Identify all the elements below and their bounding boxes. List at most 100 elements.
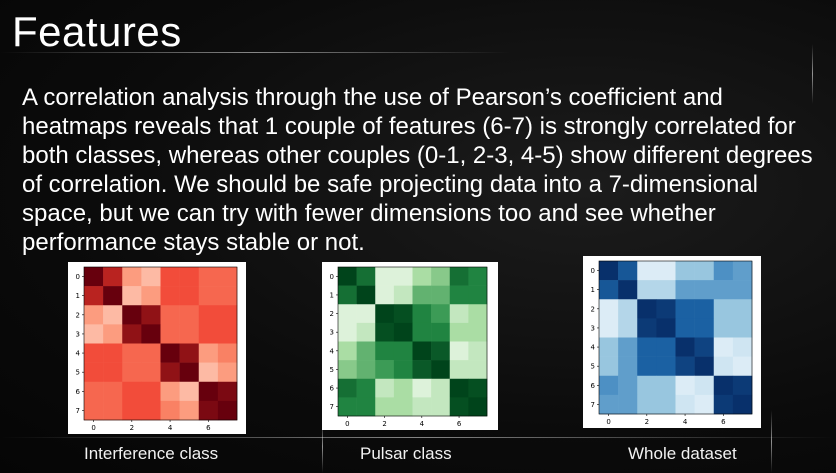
heatmap-cell bbox=[84, 286, 104, 306]
heatmap-cell bbox=[431, 378, 451, 398]
heatmap-cell bbox=[217, 362, 238, 383]
heatmap-cell bbox=[599, 280, 619, 300]
heatmap-cell bbox=[637, 280, 657, 300]
caption-baseline bbox=[0, 437, 836, 438]
heatmap-cell bbox=[449, 285, 469, 305]
heatmap-cell bbox=[84, 305, 104, 325]
heatmap-cell bbox=[356, 304, 376, 324]
heatmap-cell bbox=[412, 378, 432, 398]
y-tick-label: 7 bbox=[591, 401, 595, 409]
heatmap-cell bbox=[84, 362, 104, 383]
heatmap-cell bbox=[198, 305, 219, 325]
heatmap-cell bbox=[694, 375, 715, 396]
heatmap-cell bbox=[637, 299, 657, 319]
heatmap-cell bbox=[618, 394, 638, 415]
heatmap-cell bbox=[393, 267, 413, 286]
y-tick-label: 6 bbox=[330, 385, 335, 393]
heatmap-cell bbox=[732, 261, 753, 281]
heatmap-cell bbox=[375, 304, 395, 324]
heatmap-cell bbox=[103, 400, 123, 421]
heatmap-cell bbox=[618, 318, 638, 338]
heatmap-cell bbox=[713, 318, 734, 338]
heatmap-cell bbox=[412, 360, 432, 380]
heatmap-cell bbox=[431, 267, 451, 286]
heatmap-cell bbox=[675, 280, 695, 300]
heatmap-cell bbox=[713, 375, 734, 396]
heatmap-cell bbox=[84, 343, 104, 363]
x-tick-label: 4 bbox=[420, 420, 425, 428]
heatmap-cell bbox=[84, 324, 104, 344]
y-tick-label: 4 bbox=[330, 347, 335, 355]
heatmap-cell bbox=[431, 285, 451, 305]
heatmap-cell bbox=[637, 375, 657, 396]
heatmap-cell bbox=[160, 305, 180, 325]
heatmap-cell bbox=[198, 400, 219, 421]
heatmap-cell bbox=[694, 337, 715, 357]
heatmap-cell bbox=[732, 299, 753, 319]
heatmap-cell bbox=[393, 322, 413, 342]
heatmap-cell bbox=[375, 285, 395, 305]
heatmap-cell bbox=[393, 304, 413, 324]
heatmap-cell bbox=[694, 261, 715, 281]
heatmap-cell bbox=[122, 324, 142, 344]
heatmap-cell bbox=[393, 397, 413, 417]
heatmap-cell bbox=[449, 304, 469, 324]
heatmap-cell bbox=[694, 280, 715, 300]
heatmap-cell bbox=[122, 400, 142, 421]
heatmap-cell bbox=[338, 322, 357, 342]
heatmap-cell bbox=[449, 378, 469, 398]
y-tick-label: 7 bbox=[330, 403, 334, 411]
heatmap-cell bbox=[356, 322, 376, 342]
decorative-vline-right bbox=[771, 410, 772, 473]
heatmap-cell bbox=[449, 267, 469, 286]
heatmap-cell bbox=[431, 322, 451, 342]
heatmap-cell bbox=[356, 378, 376, 398]
heatmap-cell bbox=[599, 375, 619, 396]
heatmap-cell bbox=[141, 400, 161, 421]
heatmap-cell bbox=[412, 341, 432, 361]
heatmap-cell bbox=[675, 261, 695, 281]
heatmap-cell bbox=[338, 341, 357, 361]
heatmap-cell bbox=[338, 285, 357, 305]
heatmap-cell bbox=[103, 286, 123, 306]
heatmap-cell bbox=[618, 356, 638, 377]
heatmap-cell bbox=[468, 285, 488, 305]
heatmap-cell bbox=[468, 304, 488, 324]
heatmap-cell bbox=[431, 360, 451, 380]
heatmap-cell bbox=[468, 378, 488, 398]
heatmap-frame bbox=[337, 266, 488, 417]
heatmap-cell bbox=[618, 280, 638, 300]
y-tick-label: 0 bbox=[76, 273, 80, 281]
heatmap-cell bbox=[356, 267, 376, 286]
heatmap-cell bbox=[468, 397, 488, 417]
heatmap-cell bbox=[141, 324, 161, 344]
heatmap-cell bbox=[393, 341, 413, 361]
heatmap-cell bbox=[637, 318, 657, 338]
title-underline bbox=[0, 52, 510, 53]
heatmap-cell bbox=[656, 394, 676, 415]
heatmap-cell bbox=[141, 381, 161, 402]
heatmap-cell bbox=[160, 400, 180, 421]
heatmap-cell bbox=[468, 322, 488, 342]
heatmap-cell bbox=[713, 356, 734, 377]
heatmap-cell bbox=[637, 261, 657, 281]
heatmap-cell bbox=[122, 343, 142, 363]
heatmap-cell bbox=[338, 267, 357, 286]
heatmap-cell bbox=[656, 299, 676, 319]
heatmap-cell bbox=[393, 378, 413, 398]
heatmap-cell bbox=[656, 356, 676, 377]
heatmap-cell bbox=[103, 305, 123, 325]
heatmap-cell bbox=[468, 267, 488, 286]
heatmap-cell bbox=[393, 285, 413, 305]
x-tick-label: 0 bbox=[91, 424, 95, 432]
heatmap-cell bbox=[694, 394, 715, 415]
heatmap-cell bbox=[431, 304, 451, 324]
heatmap-cell bbox=[732, 394, 753, 415]
heatmap-cell bbox=[122, 286, 142, 306]
heatmap-cell bbox=[675, 394, 695, 415]
heatmap-cell bbox=[431, 341, 451, 361]
heatmap-cell bbox=[468, 360, 488, 380]
heatmap-cell bbox=[103, 381, 123, 402]
heatmap-cell bbox=[694, 356, 715, 377]
heatmap-cell bbox=[675, 318, 695, 338]
